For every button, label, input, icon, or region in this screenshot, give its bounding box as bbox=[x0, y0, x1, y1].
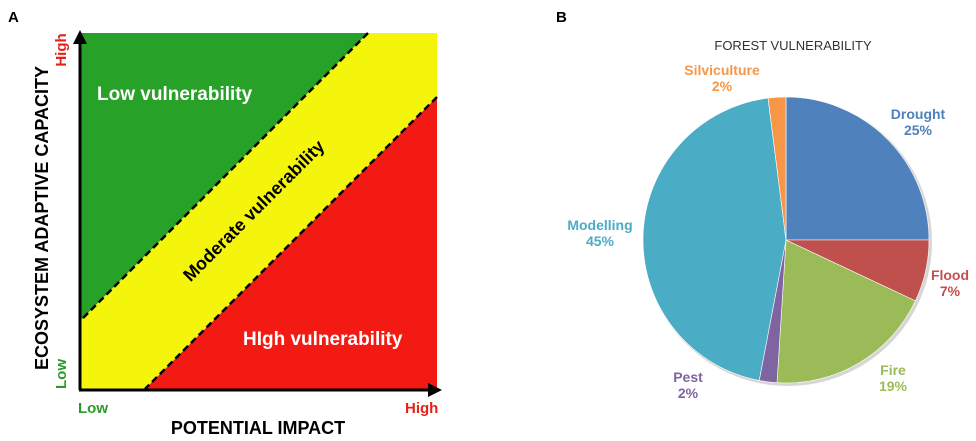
slice-name-modelling: Modelling bbox=[567, 217, 632, 233]
y-axis-high-label: High bbox=[53, 33, 70, 66]
slice-name-fire: Fire bbox=[880, 362, 906, 378]
high-vulnerability-label: HIgh vulnerability bbox=[243, 329, 403, 350]
slice-percent-pest: 2% bbox=[678, 385, 699, 401]
y-axis-title: ECOSYSTEM ADAPTIVE CAPACITY bbox=[32, 66, 52, 370]
y-axis-arrow-icon bbox=[73, 30, 87, 44]
slice-name-flood: Flood bbox=[931, 267, 969, 283]
moderate-vulnerability-zone bbox=[80, 33, 437, 389]
pie-labels: Drought25%Flood7%Fire19%Pest2%Modelling4… bbox=[567, 62, 969, 401]
lower-boundary-line bbox=[144, 96, 438, 390]
vulnerability-matrix bbox=[79, 32, 438, 390]
upper-boundary-line bbox=[79, 32, 369, 322]
pie-slice-drought bbox=[785, 96, 930, 241]
slice-name-pest: Pest bbox=[673, 369, 703, 385]
pie-slice-silviculture bbox=[767, 96, 787, 241]
pie-slice-modelling bbox=[642, 97, 787, 381]
panel-a-label: A bbox=[8, 9, 19, 26]
pie-chart bbox=[642, 96, 932, 386]
x-axis-high-label: High bbox=[405, 400, 438, 417]
slice-percent-silviculture: 2% bbox=[712, 78, 733, 94]
x-axis-arrow-icon bbox=[428, 383, 442, 397]
slice-percent-drought: 25% bbox=[904, 122, 933, 138]
slice-name-drought: Drought bbox=[891, 106, 946, 122]
slice-percent-flood: 7% bbox=[940, 283, 961, 299]
slice-percent-modelling: 45% bbox=[586, 233, 615, 249]
y-axis-low-label: Low bbox=[53, 359, 70, 389]
slice-percent-fire: 19% bbox=[879, 378, 908, 394]
x-axis-title: POTENTIAL IMPACT bbox=[171, 418, 345, 438]
panel-b-label: B bbox=[556, 9, 567, 26]
x-axis-low-label: Low bbox=[78, 400, 108, 417]
low-vulnerability-label: Low vulnerability bbox=[97, 84, 253, 105]
chart-title: FOREST VULNERABILITY bbox=[714, 38, 872, 53]
slice-name-silviculture: Silviculture bbox=[684, 62, 760, 78]
pie-slice-fire bbox=[776, 239, 916, 384]
